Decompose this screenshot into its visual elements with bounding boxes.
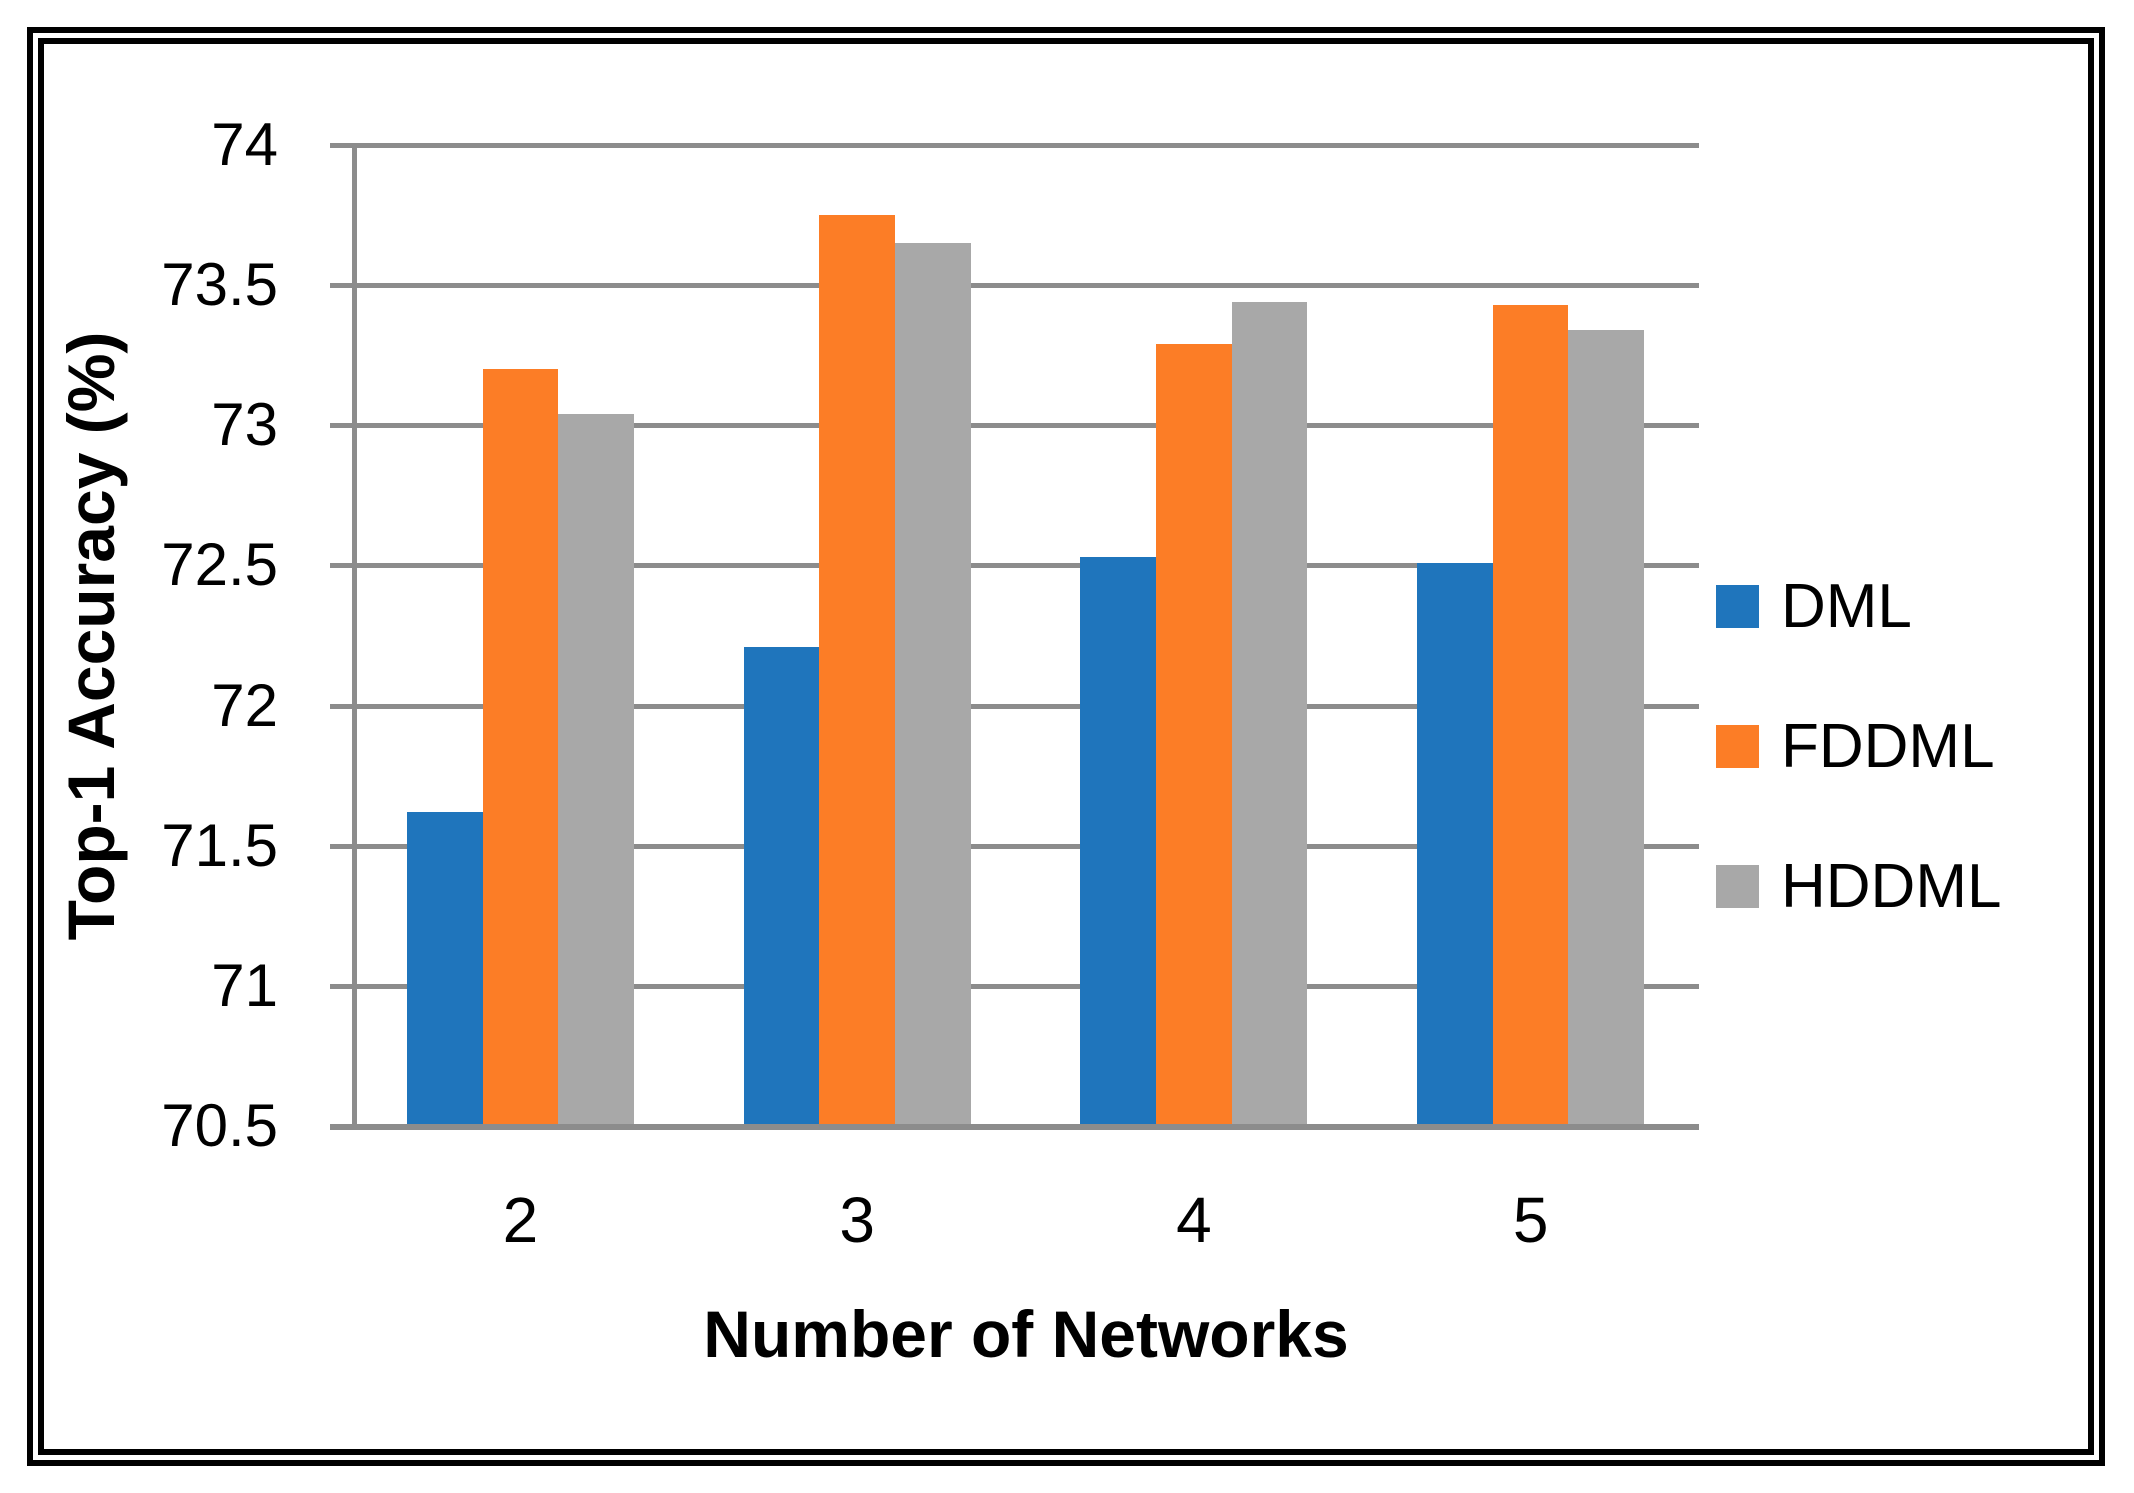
figure-outer-border	[27, 27, 2105, 1466]
x-tick-label-4: 4	[1176, 1184, 1212, 1256]
bar-hddml-4	[1231, 301, 1308, 1126]
y-tick-72	[330, 703, 352, 709]
y-tick-71.5	[330, 843, 352, 849]
bar-hddml-2	[558, 414, 634, 1126]
legend-item-hddml: HDDML	[1716, 851, 2001, 921]
bar-fddml-2	[482, 369, 559, 1126]
y-tick-label-72.5: 72.5	[161, 531, 278, 599]
x-tick-label-3: 3	[839, 1184, 875, 1256]
bar-hddml-5	[1568, 329, 1645, 1126]
y-tick-72.5	[330, 563, 352, 569]
x-axis-title: Number of Networks	[703, 1297, 1349, 1371]
y-tick-label-72: 72	[211, 671, 278, 739]
x-tick-label-2: 2	[502, 1184, 539, 1256]
bar-dml-2	[406, 812, 483, 1126]
y-tick-73.5	[330, 283, 352, 289]
y-tick-71	[330, 983, 352, 989]
legend-item-fddml: FDDML	[1716, 711, 1995, 781]
y-tick-73	[330, 423, 352, 429]
legend-label-dml: DML	[1781, 571, 1912, 641]
y-tick-label-71: 71	[211, 951, 278, 1019]
y-tick-label-73.5: 73.5	[161, 251, 278, 319]
gridline-72	[352, 703, 1699, 709]
legend-swatch-hddml	[1716, 864, 1759, 908]
bar-fddml-5	[1492, 304, 1569, 1126]
x-axis-line	[330, 1124, 1699, 1130]
gridline-74	[352, 143, 1699, 148]
gridline-72.5	[352, 563, 1699, 569]
gridline-71	[352, 983, 1699, 989]
bar-dml-4	[1080, 557, 1156, 1126]
bar-dml-5	[1417, 562, 1493, 1126]
bar-hddml-3	[894, 243, 971, 1126]
gridline-73.5	[352, 283, 1699, 289]
legend-label-hddml: HDDML	[1781, 851, 2002, 921]
legend-item-dml: DML	[1716, 571, 1912, 641]
legend-label-fddml: FDDML	[1781, 711, 1995, 781]
gridline-73	[352, 423, 1699, 429]
bar-fddml-4	[1156, 344, 1232, 1126]
gridline-71.5	[352, 843, 1699, 849]
legend-swatch-fddml	[1716, 724, 1759, 768]
y-tick-74	[330, 143, 352, 148]
legend-swatch-dml	[1716, 584, 1759, 628]
y-axis-line	[352, 145, 357, 1130]
y-tick-label-74: 74	[211, 111, 278, 178]
bar-dml-3	[743, 646, 820, 1126]
figure-inner-border	[38, 38, 2094, 1455]
y-tick-label-70.5: 70.5	[161, 1092, 278, 1159]
y-tick-label-73: 73	[211, 391, 278, 459]
bar-fddml-3	[819, 215, 895, 1126]
x-tick-label-5: 5	[1512, 1184, 1549, 1256]
y-tick-label-71.5: 71.5	[161, 811, 278, 879]
